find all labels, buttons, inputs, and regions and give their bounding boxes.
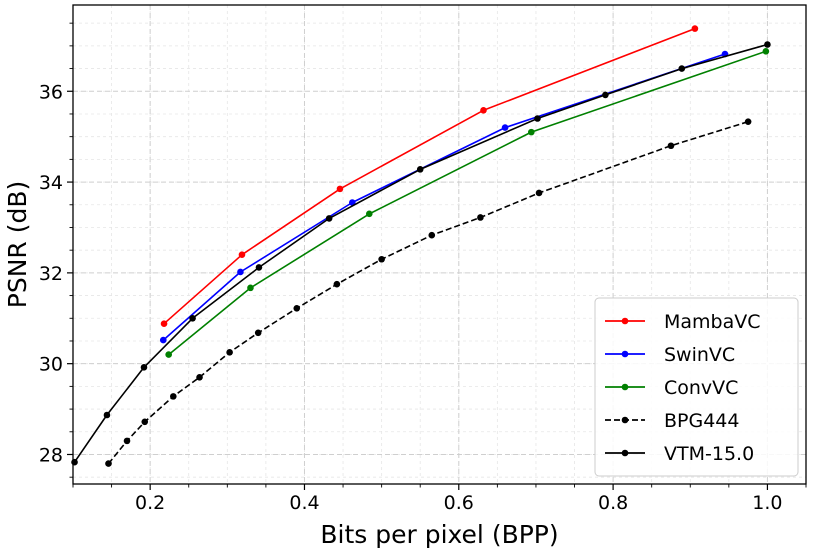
data-point-convvc: [365, 210, 373, 218]
data-point-bpg444: [428, 231, 436, 239]
x-tick-label: 0.6: [444, 492, 474, 514]
series-swinvc: [159, 50, 729, 344]
legend-marker-mambavc: [621, 317, 629, 325]
x-tick-label: 0.2: [135, 492, 165, 514]
data-point-vtm-15-0: [71, 458, 78, 466]
data-point-convvc: [247, 284, 254, 292]
data-point-vtm-15-0: [534, 115, 541, 122]
data-point-bpg444: [667, 142, 675, 150]
data-point-vtm-15-0: [255, 264, 263, 271]
data-point-bpg444: [477, 214, 484, 221]
data-point-vtm-15-0: [103, 411, 111, 419]
data-point-bpg444: [378, 255, 385, 263]
data-point-mambavc: [160, 320, 168, 328]
legend-marker-vtm-15-0: [621, 449, 629, 457]
data-point-vtm-15-0: [416, 166, 424, 173]
data-point-bpg444: [170, 393, 177, 400]
y-axis-label: PSNR (dB): [3, 181, 32, 309]
series-layer: [71, 25, 771, 467]
legend-label-swinvc: SwinVC: [664, 344, 735, 366]
x-tick-label: 0.8: [598, 492, 628, 514]
data-point-swinvc: [237, 268, 244, 276]
x-axis-label: Bits per pixel (BPP): [320, 520, 558, 549]
plot-frame: [72, 4, 807, 485]
data-point-bpg444: [744, 118, 752, 125]
data-point-convvc: [165, 351, 172, 358]
series-mambavc: [160, 25, 699, 328]
data-point-swinvc: [159, 336, 167, 344]
series-bpg444: [105, 118, 752, 467]
data-point-convvc: [528, 128, 535, 136]
x-tick-labels: 0.2 0.4 0.6 0.8 1.0: [135, 492, 782, 514]
data-point-mambavc: [336, 185, 344, 193]
data-point-vtm-15-0: [678, 65, 686, 72]
x-tick-label: 0.4: [289, 492, 319, 514]
data-point-bpg444: [226, 349, 233, 356]
legend-item-vtm-15-0: VTM-15.0: [605, 443, 754, 465]
minor-grid: [72, 5, 807, 484]
data-point-bpg444: [535, 189, 543, 197]
data-point-vtm-15-0: [189, 314, 196, 322]
legend-label-bpg444: BPG444: [664, 410, 739, 432]
data-point-vtm-15-0: [325, 215, 333, 222]
x-tick-label: 1.0: [752, 492, 782, 514]
data-point-swinvc: [349, 199, 356, 206]
data-point-mambavc: [480, 107, 487, 114]
data-point-bpg444: [333, 280, 341, 288]
data-point-convvc: [762, 48, 770, 55]
axis-ticks: [67, 22, 807, 490]
data-point-mambavc: [691, 25, 699, 32]
data-point-bpg444: [123, 437, 131, 445]
legend-box: [594, 297, 799, 477]
series-convvc: [165, 48, 770, 358]
data-point-vtm-15-0: [764, 41, 771, 48]
legend-item-mambavc: MambaVC: [605, 311, 761, 333]
y-tick-label: 34: [39, 172, 63, 194]
data-point-bpg444: [105, 460, 112, 467]
legend-label-mambavc: MambaVC: [664, 311, 761, 333]
legend-marker-bpg444: [621, 416, 629, 424]
data-point-vtm-15-0: [602, 91, 609, 99]
y-tick-label: 28: [39, 444, 63, 466]
y-tick-labels: 28 30 32 34 36: [39, 81, 63, 466]
y-tick-label: 30: [39, 354, 63, 376]
data-point-bpg444: [293, 304, 301, 312]
legend-item-bpg444: BPG444: [605, 410, 739, 432]
series-vtm-15-0: [71, 41, 771, 466]
legend-label-convvc: ConvVC: [664, 377, 738, 399]
data-point-bpg444: [141, 418, 149, 426]
y-tick-label: 36: [39, 81, 63, 103]
legend-marker-convvc: [621, 383, 629, 391]
legend-label-vtm-15-0: VTM-15.0: [664, 443, 754, 465]
y-tick-label: 32: [39, 263, 63, 285]
data-point-swinvc: [501, 124, 509, 131]
data-point-bpg444: [254, 329, 262, 337]
legend-item-swinvc: SwinVC: [605, 344, 735, 366]
legend-item-convvc: ConvVC: [605, 377, 738, 399]
data-point-vtm-15-0: [140, 364, 148, 371]
data-point-mambavc: [238, 251, 246, 259]
data-point-bpg444: [196, 374, 203, 381]
legend: MambaVC SwinVC ConvVC BPG444 VTM-15.0: [594, 297, 799, 477]
legend-marker-swinvc: [621, 350, 629, 358]
